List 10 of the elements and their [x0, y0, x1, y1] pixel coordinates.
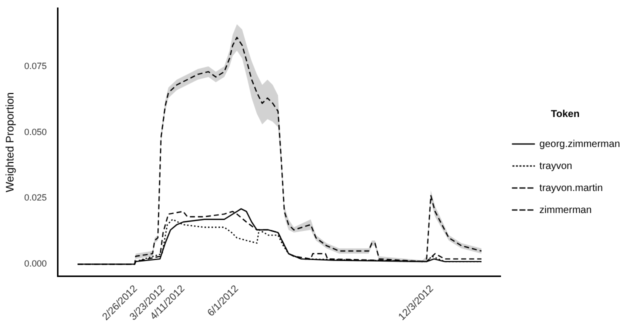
y-tick-label: 0.050 [24, 126, 47, 137]
y-tick-label: 0.025 [24, 192, 47, 203]
legend-label: zimmerman [539, 204, 592, 216]
legend-label: trayvon.martin [539, 182, 603, 194]
y-axis-title: Weighted Proportion [4, 92, 17, 192]
y-tick-label: 0.075 [24, 60, 47, 71]
legend-title: Token [550, 108, 580, 120]
y-tick-label: 0.000 [24, 258, 47, 269]
legend-label: trayvon [539, 160, 572, 172]
legend-label: georg.zimmerman [539, 138, 620, 150]
